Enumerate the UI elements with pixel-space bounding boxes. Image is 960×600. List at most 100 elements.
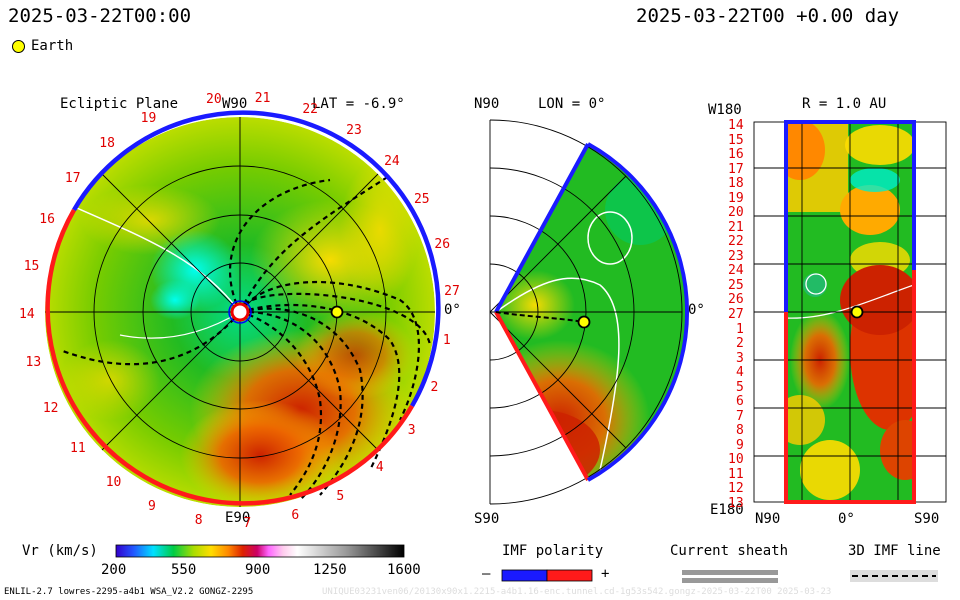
- synoptic-row-label-19: 19: [728, 190, 744, 206]
- synoptic-boundary-blue: [784, 120, 916, 312]
- synoptic-row-label-11: 11: [728, 466, 744, 482]
- synoptic-row-label-23: 23: [728, 248, 744, 264]
- meridional-lon-label: LON = 0°: [538, 96, 606, 112]
- earth-marker-ecliptic: [330, 305, 344, 319]
- current-sheath-swatch-b: [682, 578, 778, 583]
- synoptic-grid: [753, 121, 947, 503]
- sector-number-10: 10: [105, 474, 122, 490]
- synoptic-x-label-s90: S90: [914, 511, 940, 527]
- imf-negative-swatch: [501, 569, 548, 582]
- datetime-right: 2025-03-22T00 +0.00 day: [636, 5, 900, 27]
- sector-number-24: 24: [384, 153, 400, 169]
- meridional-bottom-label: S90: [474, 511, 500, 527]
- ecliptic-top-label: W90: [222, 96, 248, 112]
- imf-plus-label: +: [601, 566, 610, 582]
- sector-number-9: 9: [148, 498, 156, 514]
- meridional-boundary-north: [494, 143, 590, 313]
- sector-number-4: 4: [375, 460, 384, 476]
- sector-number-2: 2: [430, 380, 439, 396]
- sector-number-14: 14: [19, 307, 35, 323]
- colorbar-tick: 900: [245, 562, 271, 578]
- meridional-grid: [489, 119, 683, 505]
- velocity-colorbar: [115, 544, 405, 558]
- earth-legend-label: Earth: [31, 38, 74, 54]
- synoptic-row-label-25: 25: [728, 277, 744, 293]
- sector-number-19: 19: [140, 110, 157, 126]
- synoptic-row-label-4: 4: [736, 365, 744, 381]
- sector-number-6: 6: [291, 507, 300, 523]
- current-sheath-swatch-a: [682, 570, 778, 575]
- current-sheath-label: Current sheath: [670, 543, 789, 559]
- sector-number-26: 26: [434, 236, 451, 252]
- colorbar-tick: 550: [171, 562, 197, 578]
- earth-marker-meridional: [577, 315, 591, 329]
- synoptic-row-label-1: 1: [736, 321, 744, 337]
- synoptic-row-label-9: 9: [736, 437, 744, 453]
- meridional-boundary-south: [494, 311, 590, 481]
- synoptic-row-label-22: 22: [728, 234, 744, 250]
- colorbar-tick: 1600: [387, 562, 421, 578]
- imf-polarity-label: IMF polarity: [502, 543, 604, 559]
- synoptic-r-label: R = 1.0 AU: [802, 96, 887, 112]
- synoptic-boundary-red: [784, 270, 916, 504]
- colorbar-label: Vr (km/s): [22, 543, 98, 559]
- meridional-top-label: N90: [474, 96, 500, 112]
- sector-number-12: 12: [42, 400, 59, 416]
- sector-number-7: 7: [243, 515, 252, 531]
- synoptic-row-label-3: 3: [736, 350, 744, 366]
- sector-number-17: 17: [64, 170, 81, 186]
- earth-marker-synoptic: [850, 305, 864, 319]
- footer-right-watermark: UNIQUE03231ven06/20130x90x1.2215-a4b1.16…: [322, 587, 832, 597]
- synoptic-row-label-13: 13: [728, 496, 744, 511]
- synoptic-row-label-14: 14: [728, 118, 744, 133]
- meridional-outer-arc: [587, 142, 690, 482]
- ecliptic-lat-label: LAT = -6.9°: [312, 96, 405, 112]
- synoptic-row-label-27: 27: [728, 307, 744, 322]
- synoptic-row-label-24: 24: [728, 263, 744, 279]
- synoptic-top-left-label: W180: [708, 102, 742, 118]
- sector-number-8: 8: [194, 512, 203, 528]
- sector-number-25: 25: [413, 192, 430, 208]
- ecliptic-right-label: 0°: [444, 302, 461, 318]
- sector-number-16: 16: [39, 212, 55, 228]
- sector-number-27: 27: [444, 284, 460, 300]
- synoptic-row-label-8: 8: [736, 423, 744, 439]
- ecliptic-imf-lines: [59, 177, 432, 501]
- synoptic-row-label-17: 17: [728, 161, 744, 177]
- earth-legend-icon: [12, 40, 25, 53]
- sector-number-18: 18: [99, 136, 115, 152]
- synoptic-row-label-18: 18: [728, 176, 744, 192]
- sector-number-21: 21: [254, 91, 271, 107]
- ecliptic-title: Ecliptic Plane: [60, 96, 179, 112]
- synoptic-row-label-21: 21: [728, 219, 744, 235]
- footer-left: ENLIL-2.7 lowres-2295-a4b1 WSA_V2.2 GONG…: [4, 587, 254, 597]
- synoptic-x-label-0: 0°: [838, 511, 855, 527]
- sector-number-22: 22: [302, 101, 318, 117]
- synoptic-row-label-15: 15: [728, 132, 744, 148]
- sun-marker-ecliptic: [230, 302, 250, 322]
- synoptic-row-label-7: 7: [736, 408, 744, 424]
- ecliptic-polarity-ring: [45, 110, 441, 506]
- ecliptic-bottom-label: E90: [225, 510, 251, 526]
- synoptic-row-label-2: 2: [736, 336, 744, 352]
- colorbar-tick: 200: [101, 562, 127, 578]
- synoptic-row-label-6: 6: [736, 394, 744, 410]
- imf-line-label: 3D IMF line: [848, 543, 941, 559]
- colorbar-tick: 1250: [313, 562, 347, 578]
- synoptic-row-label-12: 12: [728, 481, 744, 497]
- synoptic-row-label-10: 10: [728, 452, 744, 468]
- synoptic-row-label-5: 5: [736, 379, 744, 395]
- datetime-left: 2025-03-22T00:00: [8, 5, 192, 27]
- sector-number-15: 15: [23, 258, 40, 274]
- synoptic-row-label-20: 20: [728, 205, 744, 221]
- imf-positive-swatch: [546, 569, 593, 582]
- sector-number-11: 11: [70, 441, 86, 457]
- sector-number-23: 23: [346, 123, 362, 139]
- sector-number-5: 5: [336, 488, 345, 504]
- synoptic-x-label-n90: N90: [755, 511, 781, 527]
- sector-number-13: 13: [25, 355, 42, 371]
- synoptic-row-label-26: 26: [728, 292, 744, 308]
- imf-minus-label: –: [482, 566, 491, 582]
- meridional-right-label: 0°: [688, 302, 705, 318]
